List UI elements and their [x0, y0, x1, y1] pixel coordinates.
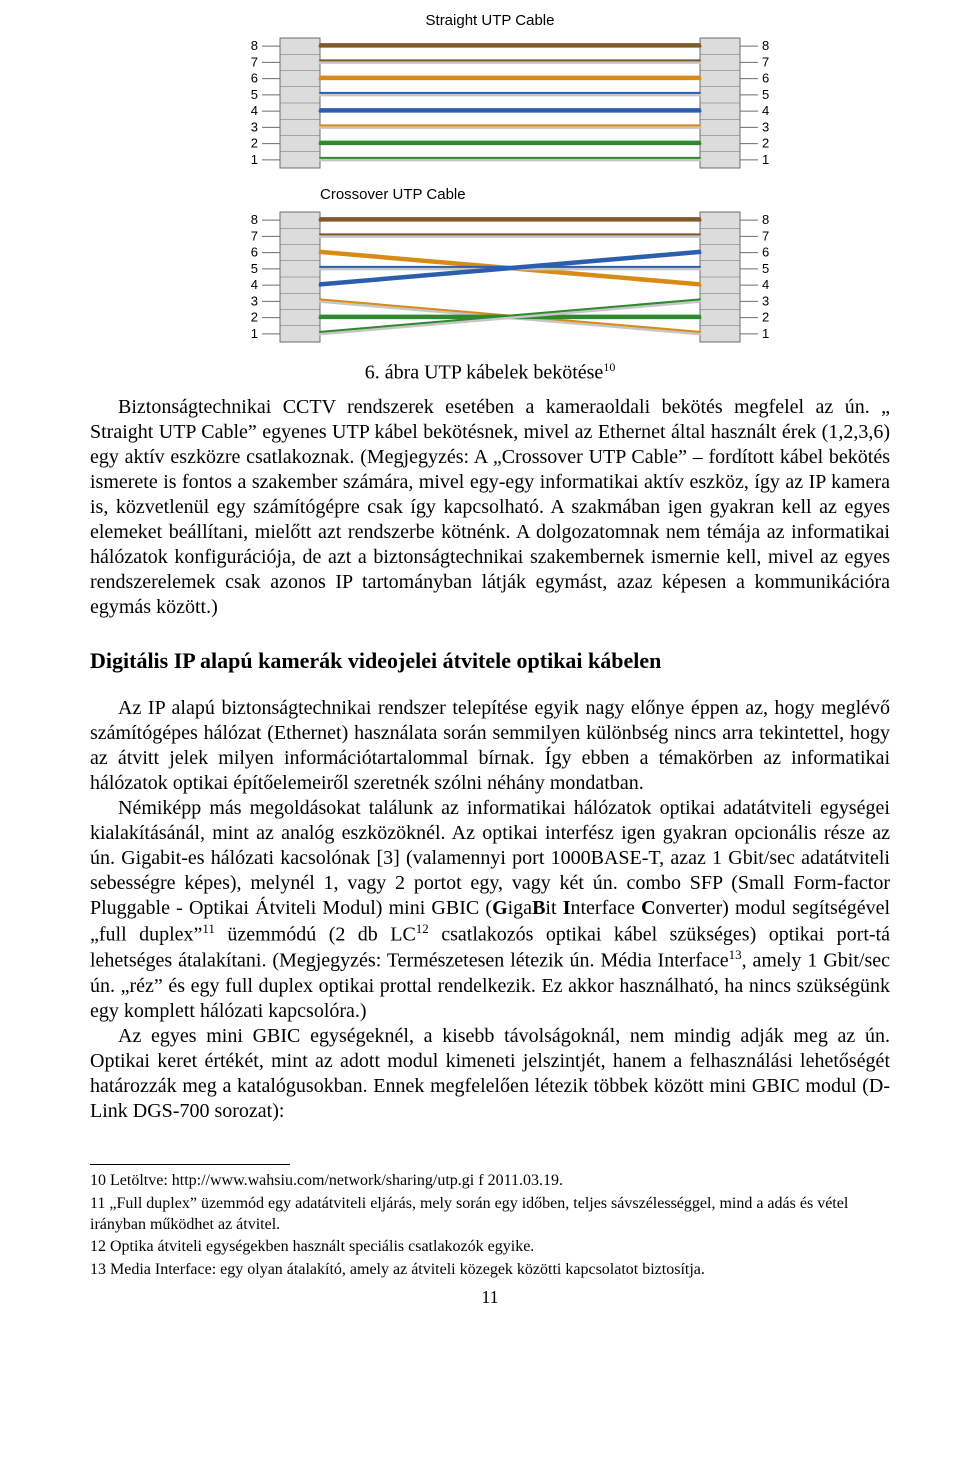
sup-11: 11: [202, 921, 215, 936]
text-iga: iga: [508, 897, 532, 919]
svg-text:5: 5: [762, 261, 769, 276]
svg-text:5: 5: [251, 261, 258, 276]
footnote-12: 12 Optika átviteli egységekben használt …: [90, 1237, 890, 1258]
svg-text:7: 7: [762, 54, 769, 69]
svg-text:3: 3: [762, 119, 769, 134]
utp-crossover-diagram: Crossover UTP Cable 8877665544332211: [200, 186, 780, 352]
svg-text:2: 2: [251, 136, 258, 151]
bold-g: G: [492, 897, 508, 919]
text-it: it: [545, 897, 562, 919]
paragraph-1: Biztonságtechnikai CCTV rendszerek eseté…: [90, 395, 890, 620]
footnote-13: 13 Media Interface: egy olyan átalakító,…: [90, 1260, 890, 1281]
svg-text:7: 7: [762, 228, 769, 243]
utp-straight-diagram: Straight UTP Cable 8877665544332211: [200, 12, 780, 178]
svg-text:8: 8: [762, 38, 769, 53]
svg-text:5: 5: [251, 87, 258, 102]
bold-c: C: [641, 897, 655, 919]
text-nterface: nterface: [571, 897, 642, 919]
figure-caption: 6. ábra UTP kábelek bekötése10: [90, 360, 890, 385]
utp-straight-title: Straight UTP Cable: [200, 12, 780, 29]
utp-straight-svg: 8877665544332211: [200, 33, 780, 173]
bold-b: B: [532, 897, 545, 919]
svg-text:1: 1: [251, 326, 258, 341]
svg-text:8: 8: [251, 38, 258, 53]
svg-text:2: 2: [251, 310, 258, 325]
footnote-separator: [90, 1164, 290, 1165]
sup-12: 12: [416, 921, 429, 936]
svg-text:3: 3: [762, 293, 769, 308]
figure-caption-text: 6. ábra UTP kábelek bekötése: [365, 362, 604, 384]
figure-caption-ref: 10: [603, 360, 615, 374]
bold-i: I: [563, 897, 571, 919]
svg-text:1: 1: [762, 152, 769, 167]
svg-text:3: 3: [251, 293, 258, 308]
footnotes: 10 Letöltve: http://www.wahsiu.com/netwo…: [90, 1171, 890, 1281]
svg-text:4: 4: [251, 103, 258, 118]
paragraph-3-mid: üzemmódú (2 db LC: [215, 923, 416, 945]
paragraph-3: Némiképp más megoldásokat találunk az in…: [90, 796, 890, 1024]
svg-text:1: 1: [762, 326, 769, 341]
svg-text:8: 8: [762, 212, 769, 227]
svg-text:2: 2: [762, 136, 769, 151]
svg-text:6: 6: [762, 71, 769, 86]
svg-text:7: 7: [251, 54, 258, 69]
svg-text:3: 3: [251, 119, 258, 134]
svg-text:4: 4: [762, 103, 769, 118]
section-heading: Digitális IP alapú kamerák videojelei át…: [90, 648, 890, 674]
svg-text:4: 4: [251, 277, 258, 292]
sup-13: 13: [729, 947, 742, 962]
utp-crossover-title: Crossover UTP Cable: [200, 186, 780, 203]
page: Straight UTP Cable 8877665544332211 Cros…: [0, 0, 960, 1472]
svg-text:2: 2: [762, 310, 769, 325]
utp-crossover-svg: 8877665544332211: [200, 207, 780, 347]
svg-text:4: 4: [762, 277, 769, 292]
svg-text:6: 6: [251, 71, 258, 86]
paragraph-2: Az IP alapú biztonságtechnikai rendszer …: [90, 696, 890, 796]
svg-text:6: 6: [251, 245, 258, 260]
paragraph-4: Az egyes mini GBIC egységeknél, a kisebb…: [90, 1024, 890, 1124]
svg-text:1: 1: [251, 152, 258, 167]
footnote-10: 10 Letöltve: http://www.wahsiu.com/netwo…: [90, 1171, 890, 1192]
svg-text:7: 7: [251, 228, 258, 243]
svg-text:5: 5: [762, 87, 769, 102]
page-number: 11: [90, 1287, 890, 1308]
svg-text:6: 6: [762, 245, 769, 260]
svg-text:8: 8: [251, 212, 258, 227]
footnote-11: 11 „Full duplex” üzemmód egy adatátvitel…: [90, 1194, 890, 1236]
